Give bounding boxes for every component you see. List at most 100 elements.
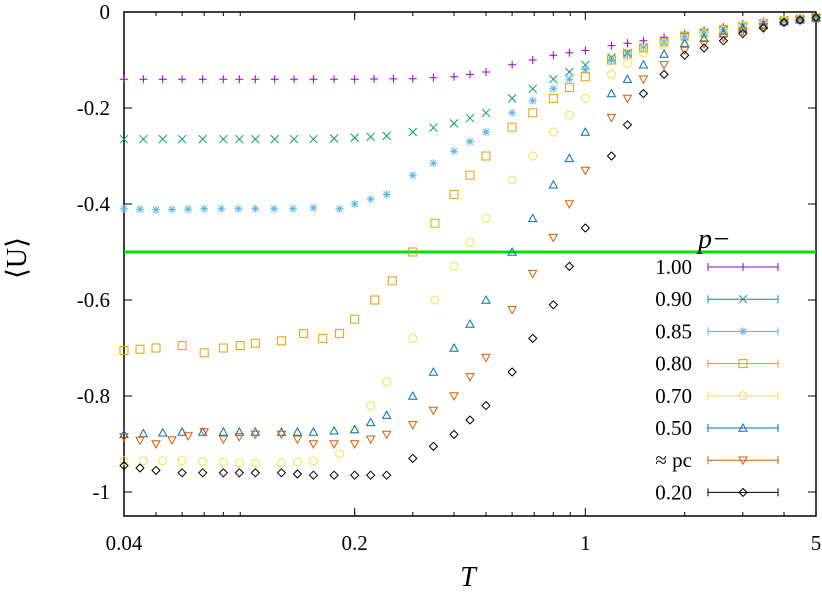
- legend-label: 0.90: [655, 287, 692, 311]
- data-point: [408, 247, 418, 257]
- data-point: [292, 426, 303, 436]
- data-point: [270, 134, 280, 144]
- x-tick-label: 0.04: [106, 531, 143, 555]
- data-point: [407, 421, 418, 430]
- data-point: [290, 75, 299, 84]
- legend-label: 0.80: [655, 352, 692, 376]
- data-point: [738, 21, 748, 31]
- data-point: [198, 468, 208, 478]
- data-point: [564, 83, 574, 93]
- data-point: [508, 60, 517, 69]
- data-point: [718, 36, 729, 46]
- data-point: [679, 50, 690, 60]
- data-point: [350, 133, 360, 143]
- data-point: [623, 39, 632, 48]
- data-point: [622, 74, 633, 83]
- data-point: [168, 205, 177, 214]
- data-point: [350, 200, 359, 208]
- data-point: [606, 55, 616, 65]
- data-point: [167, 436, 177, 446]
- y-tick-label: -1: [93, 480, 111, 504]
- data-point: [779, 18, 789, 28]
- data-point: [329, 440, 339, 450]
- data-point: [738, 456, 748, 466]
- data-point: [218, 134, 228, 144]
- data-point: [639, 36, 648, 45]
- data-point: [197, 426, 208, 436]
- data-point: [251, 204, 260, 213]
- data-point: [308, 456, 318, 466]
- data-point: [680, 33, 690, 43]
- data-point: [408, 333, 418, 343]
- data-point: [638, 88, 649, 99]
- data-point: [217, 204, 226, 213]
- data-point: [549, 51, 558, 60]
- data-point: [234, 204, 243, 213]
- series-2: [120, 13, 820, 214]
- data-point: [349, 470, 360, 480]
- data-point: [381, 470, 392, 480]
- data-point: [638, 43, 648, 53]
- data-point: [508, 108, 517, 117]
- data-point: [329, 425, 339, 435]
- data-point: [407, 390, 418, 400]
- data-point: [177, 456, 187, 466]
- data-point: [151, 205, 160, 214]
- data-point: [177, 468, 187, 478]
- data-point: [370, 75, 379, 84]
- data-point: [135, 205, 144, 214]
- data-point: [335, 329, 345, 339]
- data-point: [139, 75, 148, 84]
- data-point: [408, 171, 417, 180]
- data-point: [177, 426, 187, 436]
- data-point: [350, 314, 360, 324]
- data-point: [366, 401, 376, 411]
- data-point: [366, 195, 375, 204]
- data-point: [564, 67, 574, 77]
- data-point: [408, 453, 418, 464]
- data-point: [780, 16, 789, 25]
- data-point: [465, 237, 475, 247]
- data-point: [350, 75, 359, 84]
- data-point: [659, 69, 669, 80]
- data-point: [481, 128, 490, 136]
- data-point: [699, 33, 709, 43]
- data-point: [177, 341, 187, 351]
- y-tick-label: -0.8: [77, 384, 110, 408]
- data-point: [234, 134, 244, 144]
- data-point: [564, 261, 575, 272]
- data-point: [607, 41, 616, 50]
- data-point: [276, 430, 287, 440]
- data-point: [680, 32, 689, 40]
- data-point: [679, 46, 690, 56]
- series-4: [119, 13, 821, 468]
- data-point: [119, 433, 129, 442]
- data-point: [449, 429, 459, 440]
- data-point: [548, 93, 558, 103]
- y-tick-label: -0.4: [77, 192, 111, 216]
- data-point: [450, 72, 459, 81]
- data-point: [465, 170, 475, 180]
- data-point: [135, 344, 145, 354]
- data-point: [120, 204, 128, 213]
- data-point: [276, 468, 287, 478]
- data-point: [329, 470, 339, 480]
- data-point: [449, 342, 459, 352]
- legend-label: 1.00: [655, 255, 692, 279]
- data-point: [580, 166, 591, 176]
- data-point: [428, 366, 439, 376]
- data-point: [548, 300, 559, 310]
- data-point: [528, 151, 538, 161]
- data-point: [292, 469, 303, 479]
- data-point: [365, 435, 376, 445]
- data-point: [481, 213, 491, 223]
- series-6: [119, 14, 821, 450]
- y-tick-label: -0.2: [77, 96, 110, 120]
- plot-frame: [123, 11, 817, 517]
- x-tick-label: 0.2: [342, 531, 368, 555]
- data-point: [308, 426, 319, 436]
- data-point: [565, 48, 574, 57]
- data-point: [659, 37, 669, 47]
- data-point: [276, 336, 286, 346]
